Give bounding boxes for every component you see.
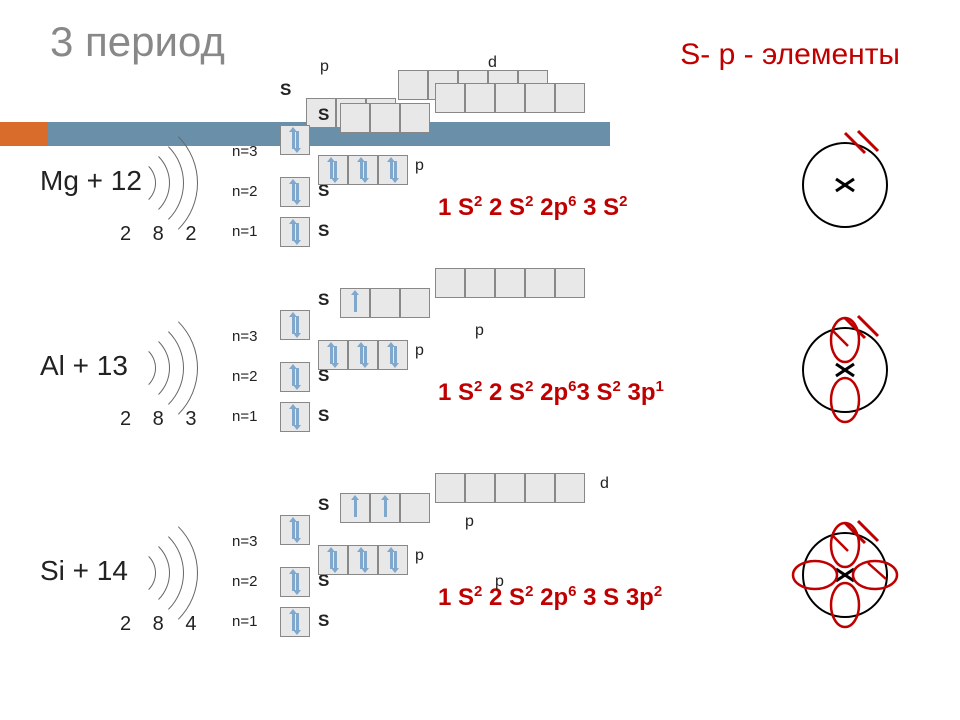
n-label: n=2 (232, 183, 257, 200)
d-label: d (600, 475, 609, 493)
n-label: n=1 (232, 223, 257, 240)
electron-config: 1 S2 2 S2 2p6 3 S2 (438, 193, 628, 222)
p-label: p (415, 342, 424, 360)
s-label: S (318, 611, 329, 631)
electron-config: 1 S2 2 S2 2p6 3 S 3p2 (438, 583, 662, 612)
n-label: n=1 (232, 408, 257, 425)
orbital-3s (280, 515, 310, 545)
orbital-2s (280, 567, 310, 597)
n-label: n=3 (232, 143, 257, 160)
orbital-3s (280, 310, 310, 340)
s-label: S (318, 495, 329, 515)
orbital-3p (340, 103, 430, 133)
n-label: n=2 (232, 368, 257, 385)
p-label: p (495, 573, 504, 591)
orbital-2p (318, 545, 408, 575)
p-label: p (415, 157, 424, 175)
s-label: S (318, 406, 329, 426)
s-label: S (318, 221, 329, 241)
orbital-1s (280, 217, 310, 247)
orbital-d (435, 268, 585, 298)
orbital-sketch (790, 515, 910, 635)
header-accent (0, 122, 48, 146)
orbital-2s (280, 177, 310, 207)
page-title: 3 период (50, 18, 225, 66)
n-label: n=3 (232, 533, 257, 550)
orbital-sketch (790, 310, 910, 430)
n-label: n=1 (232, 613, 257, 630)
n-label: n=3 (232, 328, 257, 345)
n-label: n=2 (232, 573, 257, 590)
orbital-3s (280, 125, 310, 155)
orbital-3p (340, 288, 430, 318)
orbital-2s (280, 362, 310, 392)
orbital-2p (318, 155, 408, 185)
orbital-d (435, 83, 585, 113)
p-label-top: p (320, 58, 329, 76)
s-label: S (318, 105, 329, 125)
orbital-2p (318, 340, 408, 370)
orbital-sketch (790, 125, 910, 245)
orbital-1s (280, 402, 310, 432)
orbital-d (435, 473, 585, 503)
p-label: p (465, 513, 474, 531)
p-label: p (475, 322, 484, 340)
s-label-top: S (280, 80, 291, 100)
orbital-3p (340, 493, 430, 523)
electron-config: 1 S2 2 S2 2p63 S2 3p1 (438, 378, 664, 407)
s-label: S (318, 290, 329, 310)
orbital-1s (280, 607, 310, 637)
p-label: p (415, 547, 424, 565)
sp-elements-label: S- p - элементы (680, 38, 900, 72)
